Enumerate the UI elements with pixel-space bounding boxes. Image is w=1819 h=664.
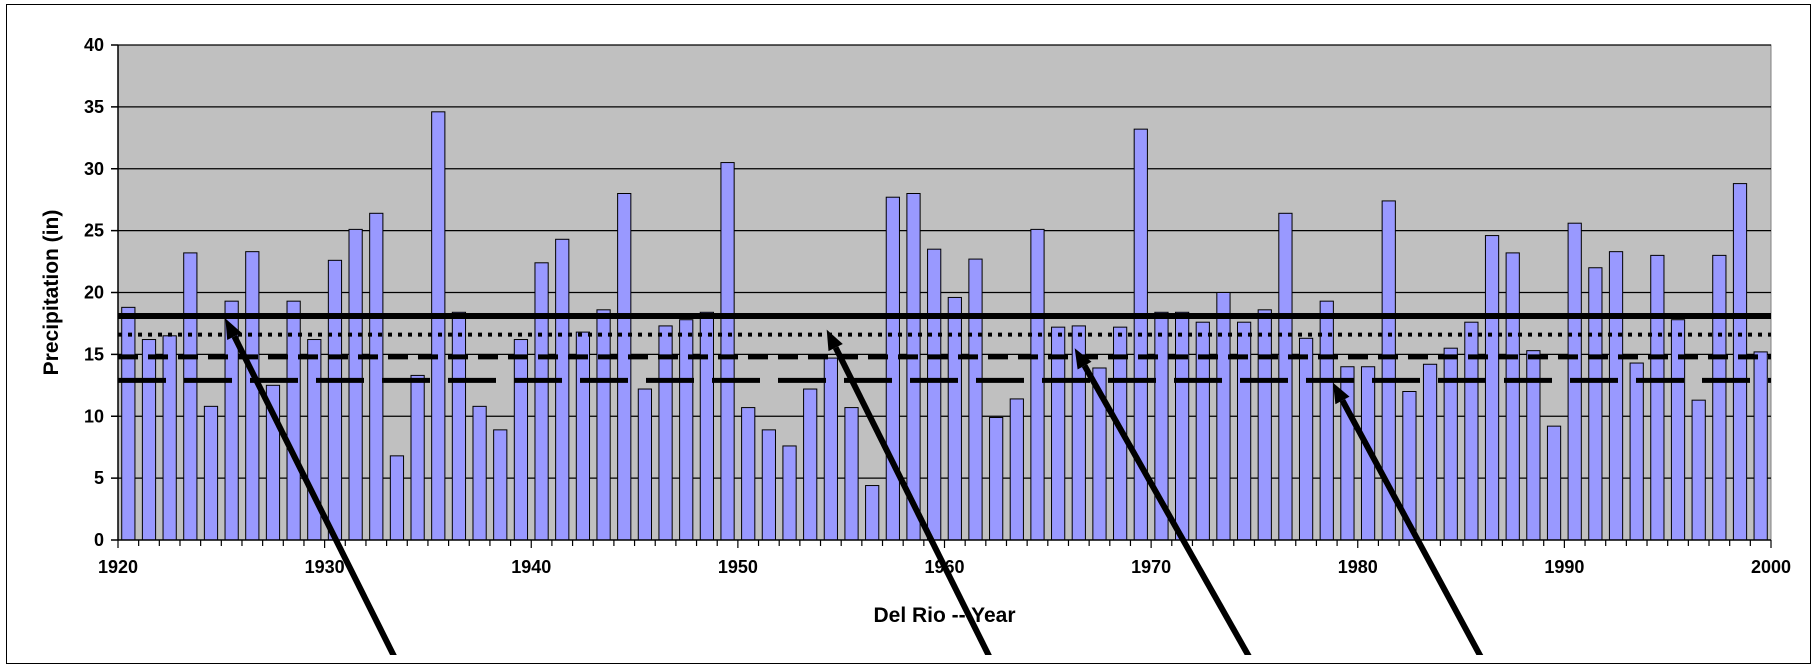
bar [183,252,198,541]
bar [741,407,756,541]
bar [513,339,529,541]
bar [1691,399,1706,541]
bar [1443,347,1458,541]
x-tick-label: 1980 [1338,557,1378,577]
bar [245,251,260,541]
bar [327,259,343,541]
bar [1175,311,1190,541]
bar [679,319,694,541]
y-tick-labels: 0 5 10 15 20 25 30 35 40 [84,35,104,550]
arrow-shaft [1339,399,1484,655]
bar [989,416,1004,541]
bar [782,445,797,541]
bar [431,111,446,541]
bar [761,429,776,541]
bar [286,300,301,541]
bar [389,455,405,541]
bar [803,388,818,541]
annotation-arrow [1074,348,1252,655]
bar [1278,212,1293,541]
bar [1484,235,1500,541]
bar [369,212,384,541]
y-tick-label: 25 [84,221,104,241]
bar [885,196,900,541]
bar [906,193,921,541]
bar [1753,351,1768,541]
x-tick-label: 1970 [1131,557,1171,577]
x-tick-label: 1930 [305,557,345,577]
arrow-head [1074,348,1092,370]
bar [1670,319,1686,541]
bar [1298,337,1314,541]
bar [121,306,136,541]
bar [927,248,942,541]
y-tick-label: 10 [84,406,104,426]
bar-series [121,111,1768,541]
bar [534,262,549,541]
y-tick-label: 0 [94,530,104,550]
bar [823,357,838,541]
bar [1629,362,1644,541]
arrow-shaft [832,346,992,655]
bar [1712,254,1727,541]
arrow-head [826,329,843,352]
bar [1732,183,1748,541]
bar [1608,251,1624,541]
annotation-arrow [826,329,992,655]
bar [1422,363,1438,541]
bar [348,228,363,541]
bar [844,407,859,541]
x-axis-title: Del Rio -- Year [874,604,1016,627]
bar [203,405,219,541]
bar [555,238,570,541]
x-tick-label: 2000 [1751,557,1791,577]
y-tick-label: 5 [94,468,104,488]
axes [111,44,1772,548]
bar [575,331,591,541]
bar [968,258,983,541]
bar [1546,425,1562,541]
bar [617,193,632,541]
bar [1650,254,1665,541]
bar [1319,300,1334,541]
x-tick-label: 1990 [1544,557,1584,577]
bar [472,405,487,541]
x-tick-label: 1920 [98,557,138,577]
bar [493,429,508,541]
bar [1009,398,1024,541]
bar [699,311,714,541]
y-tick-label: 20 [84,283,104,303]
x-tick-labels: 192019301940195019601970198019902000 [98,557,1791,577]
arrow-head [1333,382,1350,405]
annotation-arrows [225,318,1484,655]
bar [865,485,880,541]
bar [1505,252,1520,541]
x-tick-label: 1950 [718,557,758,577]
reference-lines [118,313,1771,383]
arrow-shaft [1081,364,1252,655]
bar [141,339,157,541]
bar [1257,309,1272,541]
y-tick-label: 15 [84,344,104,364]
bar [720,162,735,541]
arrow-head [225,318,242,340]
bar [596,309,611,541]
arrow-shaft [231,335,397,655]
bar [1030,228,1045,541]
annotation-arrow [1333,382,1484,655]
x-tick-label: 1940 [511,557,551,577]
bar [1588,267,1603,541]
annotation-arrow [225,318,397,655]
bar [451,311,467,541]
bar [637,388,653,541]
y-tick-label: 30 [84,159,104,179]
y-tick-label: 35 [84,97,104,117]
y-tick-label: 40 [84,35,104,55]
bar [410,374,425,541]
bar [162,335,177,541]
bar [1216,292,1231,541]
y-axis-title: Precipitation (in) [40,210,63,376]
